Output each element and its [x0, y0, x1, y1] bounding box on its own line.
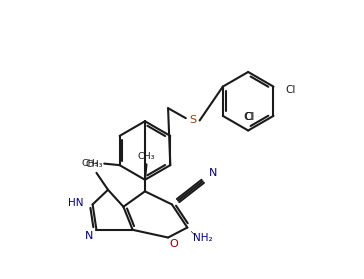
Text: CH₃: CH₃: [86, 160, 103, 169]
Text: Cl: Cl: [285, 85, 296, 95]
Text: Cl: Cl: [245, 112, 255, 122]
Text: CH₃: CH₃: [82, 159, 99, 168]
Text: NH₂: NH₂: [193, 233, 213, 243]
Text: HN: HN: [68, 198, 83, 208]
Text: S: S: [189, 116, 196, 126]
Text: CH₃: CH₃: [138, 152, 155, 161]
Text: Cl: Cl: [243, 112, 253, 122]
Text: N: N: [84, 231, 93, 241]
Text: N: N: [209, 168, 217, 178]
Text: O: O: [170, 239, 179, 249]
